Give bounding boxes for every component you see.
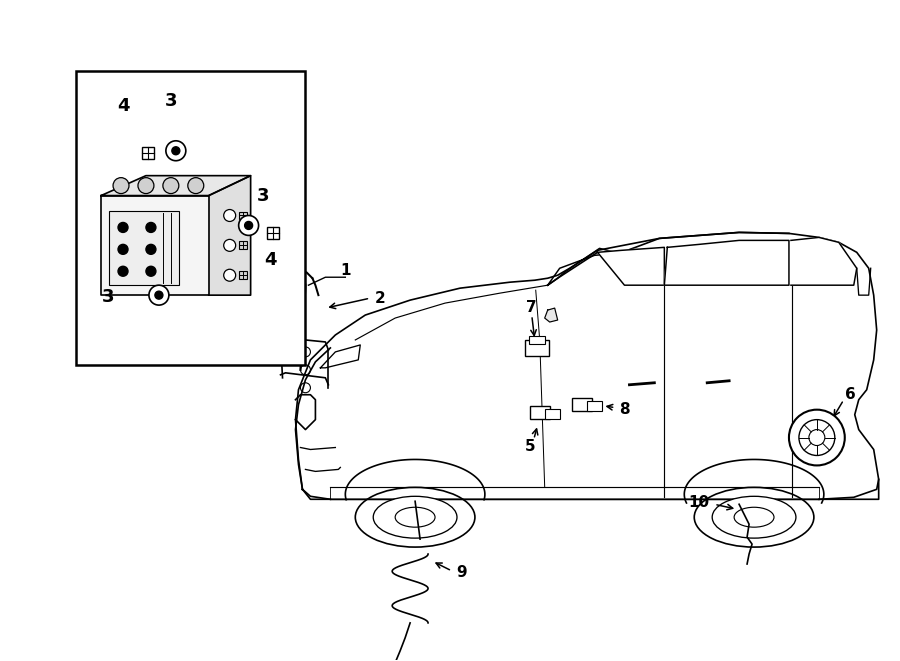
Text: 7: 7 [526, 299, 537, 315]
Polygon shape [295, 233, 878, 499]
Polygon shape [544, 308, 558, 322]
Bar [142, 147, 154, 159]
Circle shape [188, 178, 203, 194]
Circle shape [113, 178, 129, 194]
Text: 9: 9 [456, 565, 467, 580]
Bar [239, 271, 248, 279]
Polygon shape [101, 196, 209, 295]
Polygon shape [664, 241, 789, 285]
Bar [525, 340, 549, 356]
Text: 8: 8 [619, 402, 630, 417]
Text: 4: 4 [117, 97, 130, 115]
Text: 3: 3 [102, 288, 114, 306]
Polygon shape [598, 247, 664, 285]
Polygon shape [320, 345, 360, 368]
Circle shape [146, 266, 156, 276]
Bar [109, 210, 179, 285]
Circle shape [172, 147, 180, 155]
Text: 6: 6 [845, 387, 856, 403]
Bar [239, 212, 248, 219]
Circle shape [148, 285, 169, 305]
Circle shape [224, 210, 236, 221]
Circle shape [146, 223, 156, 233]
Circle shape [155, 291, 163, 299]
Bar [544, 408, 560, 418]
Circle shape [118, 245, 128, 254]
Ellipse shape [712, 496, 796, 538]
Circle shape [789, 410, 845, 465]
Text: 3: 3 [165, 92, 177, 110]
Polygon shape [791, 237, 857, 285]
Bar [587, 401, 601, 410]
Bar [76, 71, 305, 365]
Bar [530, 406, 550, 418]
Text: 5: 5 [525, 439, 535, 454]
Polygon shape [101, 176, 250, 196]
Bar [529, 336, 544, 344]
Text: 4: 4 [265, 251, 277, 269]
Ellipse shape [374, 496, 457, 538]
Ellipse shape [395, 507, 435, 527]
Bar [239, 241, 248, 249]
Circle shape [238, 215, 258, 235]
Bar [572, 398, 591, 410]
Ellipse shape [734, 507, 774, 527]
Circle shape [245, 221, 253, 229]
Bar [266, 227, 278, 239]
Text: 10: 10 [688, 495, 710, 510]
Circle shape [146, 245, 156, 254]
Circle shape [224, 269, 236, 281]
Circle shape [166, 141, 185, 161]
Text: 2: 2 [374, 291, 385, 305]
Circle shape [799, 420, 835, 455]
Text: 3: 3 [256, 186, 269, 204]
Ellipse shape [694, 487, 814, 547]
Circle shape [224, 239, 236, 251]
Polygon shape [209, 176, 250, 295]
Circle shape [163, 178, 179, 194]
Circle shape [118, 266, 128, 276]
Text: 1: 1 [340, 263, 351, 278]
Circle shape [118, 223, 128, 233]
Circle shape [138, 178, 154, 194]
Circle shape [809, 430, 824, 446]
Ellipse shape [356, 487, 475, 547]
